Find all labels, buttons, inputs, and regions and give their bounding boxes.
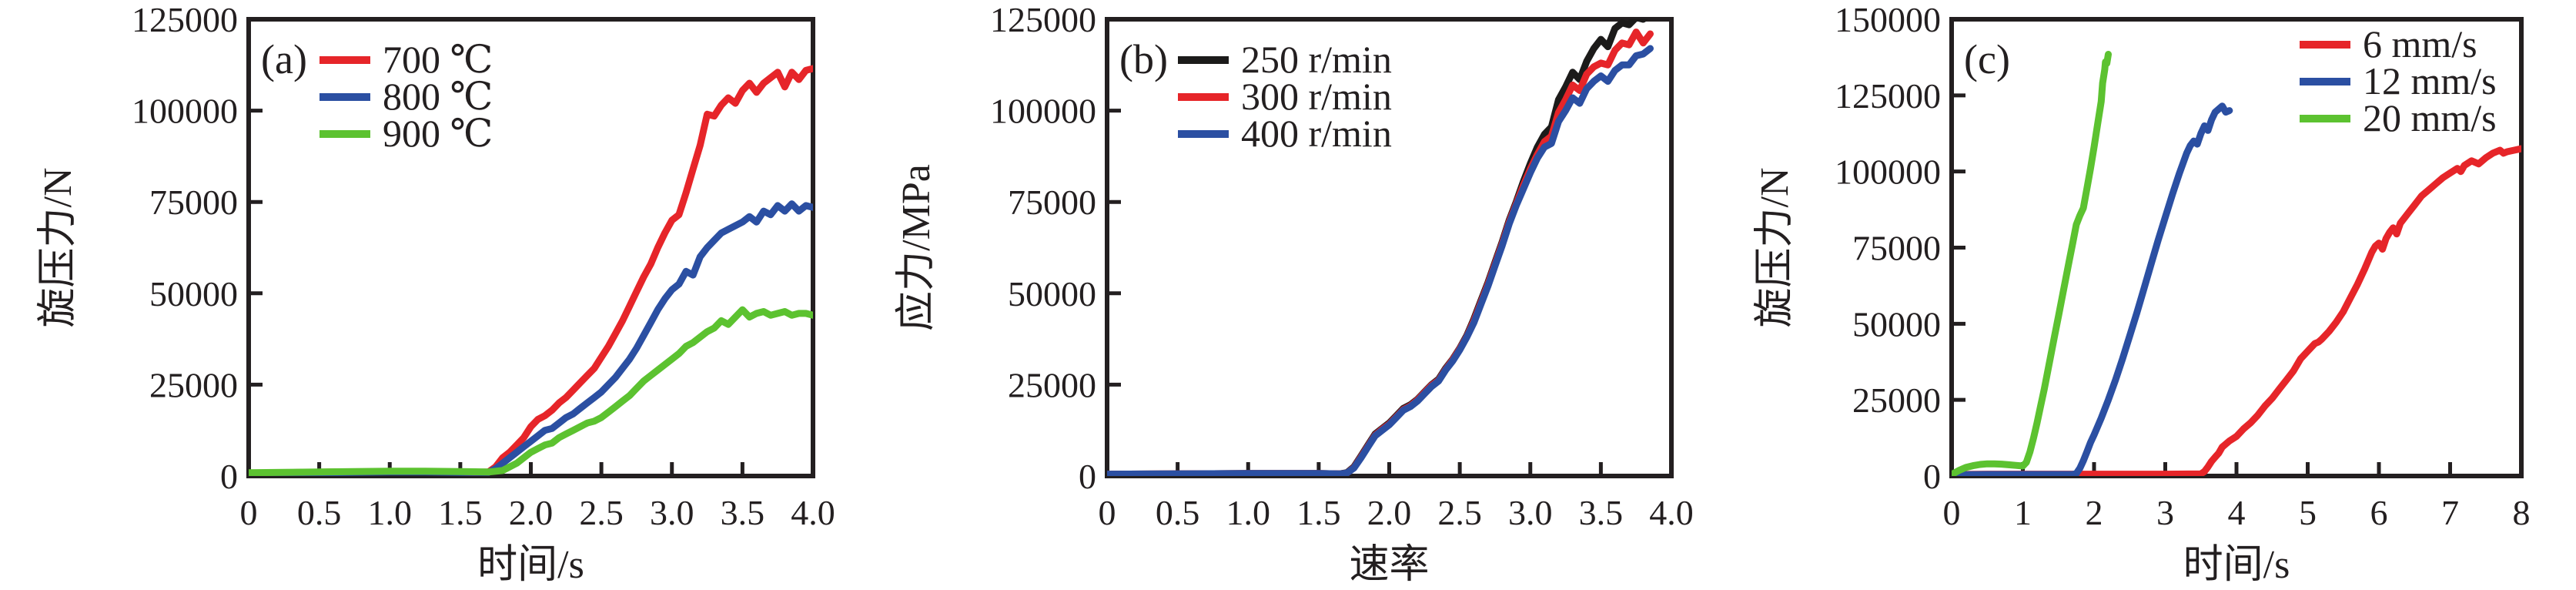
series-line — [1952, 51, 2112, 476]
y-tick-label: 50000 — [1008, 274, 1096, 313]
y-tick-label: 125000 — [1835, 76, 1941, 116]
panel-letter: (b) — [1119, 36, 1168, 82]
series-line — [249, 65, 813, 476]
series-line — [1952, 145, 2521, 476]
x-tick-label: 8 — [2513, 493, 2531, 532]
y-tick-label: 25000 — [1852, 380, 1941, 420]
y-tick-label: 125000 — [990, 0, 1096, 39]
x-tick-label: 3 — [2156, 493, 2174, 532]
y-tick-label: 100000 — [132, 92, 238, 131]
x-tick-label: 1.0 — [1226, 493, 1271, 532]
y-tick-label: 100000 — [1835, 153, 1941, 192]
legend-label: 700 ℃ — [383, 38, 493, 81]
x-axis-title: 时间/s — [2183, 543, 2290, 586]
x-tick-label: 6 — [2370, 493, 2388, 532]
x-tick-label: 2.5 — [1437, 493, 1482, 532]
y-tick-label: 25000 — [1008, 365, 1096, 404]
x-tick-label: 2 — [2086, 493, 2103, 532]
x-tick-label: 4.0 — [791, 493, 835, 532]
x-axis-title: 速率 — [1349, 543, 1429, 586]
plot-frame — [246, 17, 815, 478]
x-tick-label: 0 — [240, 493, 258, 532]
series-line — [249, 306, 813, 476]
x-axis-title: 时间/s — [477, 543, 584, 586]
y-tick-label: 100000 — [990, 92, 1096, 131]
y-tick-label: 150000 — [1835, 0, 1941, 39]
y-axis-title: 旋压力/N — [36, 167, 80, 327]
x-tick-label: 3.0 — [1508, 493, 1553, 532]
y-tick-label: 0 — [220, 457, 238, 496]
y-tick-label: 75000 — [1008, 183, 1096, 222]
chart-svg-b: 0 0.5 1.0 1.5 2.0 2.5 3.0 3.5 4.0 0 25000 50000 7500… — [895, 0, 1694, 587]
legend-label: 12 mm/s — [2363, 59, 2497, 102]
legend-label: 300 r/min — [1241, 75, 1392, 118]
panel-letter: (c) — [1964, 36, 2010, 82]
y-tick-label: 75000 — [149, 183, 238, 222]
series-line — [249, 200, 813, 476]
y-tick-label: 0 — [1079, 457, 1096, 496]
y-tick-label: 125000 — [132, 0, 238, 39]
x-tick-label: 5 — [2299, 493, 2317, 532]
legend-label: 250 r/min — [1241, 38, 1392, 81]
x-tick-label: 7 — [2441, 493, 2459, 532]
legend-label: 800 ℃ — [383, 75, 493, 118]
x-tick-label: 3.0 — [650, 493, 694, 532]
y-axis-title: 应力/MPa — [895, 164, 938, 331]
y-tick-label: 50000 — [1852, 304, 1941, 344]
series-line — [1952, 102, 2233, 476]
x-tick-label: 1.5 — [1296, 493, 1341, 532]
legend-label: 20 mm/s — [2363, 96, 2497, 139]
legend-label: 400 r/min — [1241, 112, 1392, 155]
x-tick-label: 2.0 — [509, 493, 554, 532]
chart-panel-b: 0 0.5 1.0 1.5 2.0 2.5 3.0 3.5 4.0 0 25000 50000 7500… — [858, 0, 1717, 587]
x-tick-label: 3.5 — [721, 493, 765, 532]
x-tick-label: 4.0 — [1649, 493, 1694, 532]
chart-svg-a: 0 0.5 1.0 1.5 2.0 2.5 3.0 3.5 4.0 0 25000 50000 7500… — [36, 0, 835, 587]
y-tick-label: 0 — [1923, 457, 1941, 496]
chart-panel-c: 0 1 2 3 4 5 6 7 8 0 25000 50000 75000 100000 125000 150… — [1717, 0, 2576, 587]
panel-letter: (a) — [261, 36, 307, 82]
x-tick-label: 3.5 — [1579, 493, 1624, 532]
x-tick-label: 0.5 — [1156, 493, 1200, 532]
y-tick-label: 50000 — [149, 274, 238, 313]
y-tick-label: 25000 — [149, 365, 238, 404]
series-line — [1107, 45, 1654, 476]
chart-panel-a: 0 0.5 1.0 1.5 2.0 2.5 3.0 3.5 4.0 0 25000 50000 7500… — [0, 0, 858, 587]
y-axis-title: 旋压力/N — [1753, 167, 1797, 327]
x-tick-label: 2.5 — [579, 493, 624, 532]
legend-label: 900 ℃ — [383, 112, 493, 155]
x-tick-label: 0.5 — [297, 493, 342, 532]
x-tick-label: 4 — [2228, 493, 2246, 532]
x-tick-label: 1.0 — [368, 493, 413, 532]
x-tick-label: 1.5 — [438, 493, 483, 532]
chart-svg-c: 0 1 2 3 4 5 6 7 8 0 25000 50000 75000 100000 125000 150… — [1753, 0, 2531, 587]
legend-label: 6 mm/s — [2363, 22, 2477, 65]
x-tick-label: 1 — [2014, 493, 2032, 532]
x-tick-label: 0 — [1943, 493, 1961, 532]
x-tick-label: 2.0 — [1367, 493, 1412, 532]
x-tick-label: 0 — [1099, 493, 1116, 532]
y-tick-label: 75000 — [1852, 229, 1941, 268]
